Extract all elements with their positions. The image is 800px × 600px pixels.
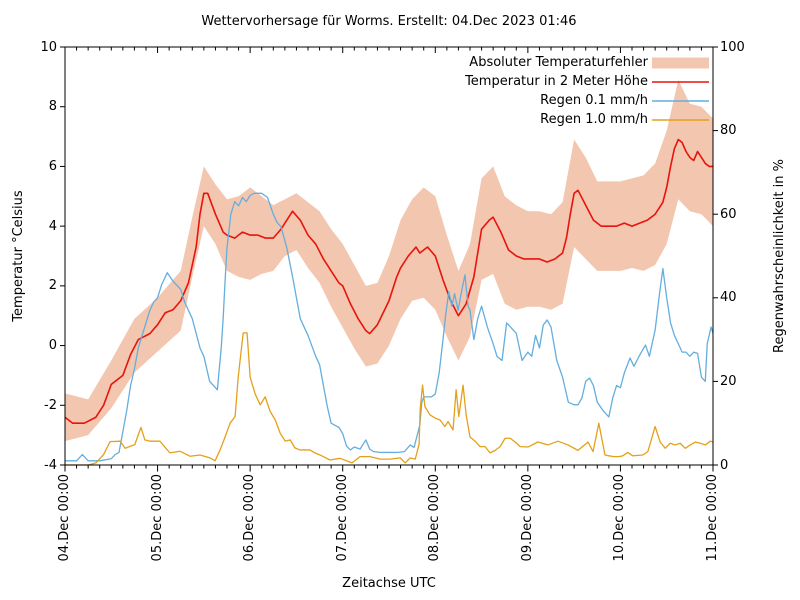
left-axis-tick-label: 6 — [48, 158, 57, 174]
right-axis-tick-label: 80 — [720, 123, 737, 139]
x-axis-tick-label: 11.Dec 00:00 — [705, 474, 720, 562]
right-axis-tick-label: 40 — [720, 290, 737, 306]
x-axis-tick-label: 09.Dec 00:00 — [519, 474, 535, 562]
x-axis-tick-label: 08.Dec 00:00 — [427, 474, 443, 562]
left-axis-tick-label: 10 — [40, 39, 57, 55]
right-axis-tick-label: 100 — [720, 39, 745, 55]
x-axis-label: Zeitachse UTC — [342, 576, 436, 591]
legend-label: Temperatur in 2 Meter Höhe — [465, 74, 648, 89]
rain-01-line — [65, 192, 714, 462]
left-axis-tick-label: 0 — [48, 338, 57, 354]
x-axis-tick-label: 04.Dec 00:00 — [57, 474, 72, 562]
legend-label: Absoluter Temperaturfehler — [469, 55, 648, 70]
left-axis-label: Temperatur °Celsius — [11, 190, 26, 322]
x-axis-tick-label: 06.Dec 00:00 — [242, 474, 258, 562]
left-axis-tick-label: 8 — [48, 99, 57, 115]
x-axis-tick-label: 05.Dec 00:00 — [149, 474, 165, 562]
temperature-line — [64, 138, 713, 425]
left-axis-tick-label: -4 — [44, 457, 57, 473]
left-axis-tick-label: -2 — [44, 397, 57, 413]
rain-10-line — [65, 332, 714, 466]
right-axis-tick-label: 20 — [720, 373, 737, 389]
x-axis-tick-label: 07.Dec 00:00 — [334, 474, 350, 562]
right-axis-label: Regenwahrscheinlichkeit in % — [772, 159, 787, 353]
temperature-error-band — [65, 79, 713, 442]
legend-band-swatch — [652, 57, 709, 69]
chart-title: Wettervorhersage für Worms. Erstellt: 04… — [201, 14, 577, 29]
x-axis-tick-label: 10.Dec 00:00 — [612, 474, 628, 562]
left-axis-tick-label: 2 — [48, 278, 57, 294]
left-axis-tick-label: 4 — [48, 218, 57, 234]
right-axis-tick-label: 0 — [720, 457, 729, 473]
legend-label: Regen 1.0 mm/h — [540, 112, 648, 127]
legend-label: Regen 0.1 mm/h — [540, 93, 648, 108]
right-axis-tick-label: 60 — [720, 206, 737, 222]
